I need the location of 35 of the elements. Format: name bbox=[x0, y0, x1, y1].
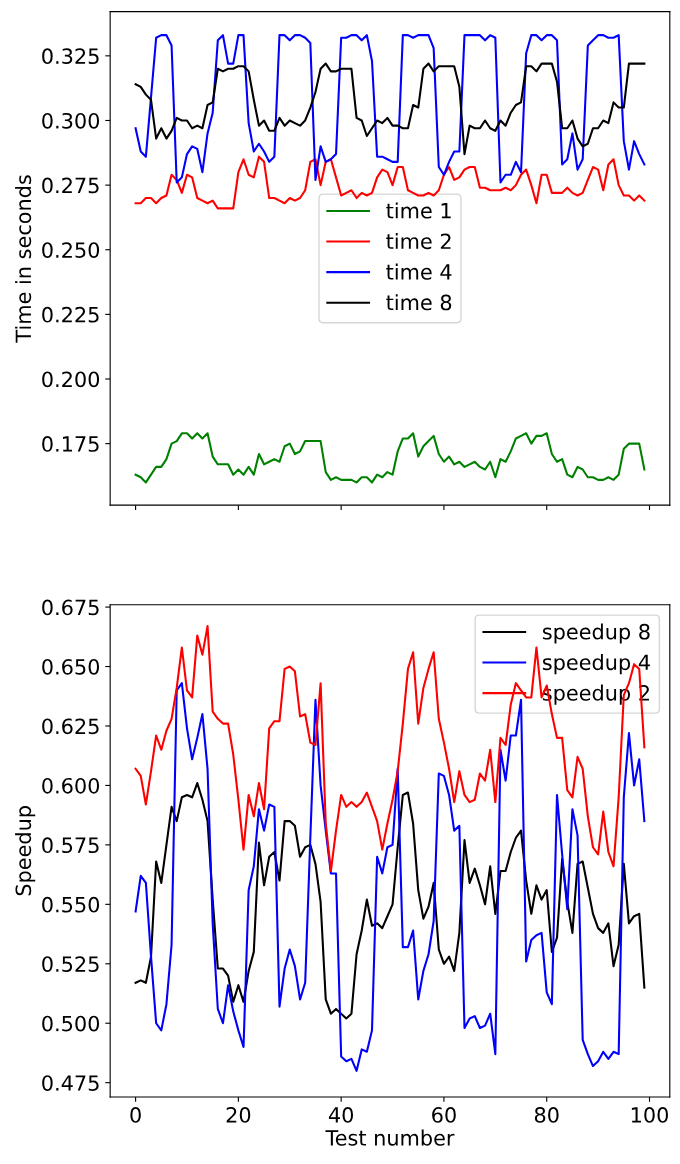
y-tick-label: 0.650 bbox=[42, 658, 100, 675]
y-tick-label: 0.675 bbox=[42, 599, 99, 616]
y-tick-label: 0.625 bbox=[42, 718, 99, 735]
x-tick-label: 40 bbox=[328, 1107, 354, 1123]
x-tick-label: 0 bbox=[130, 1107, 141, 1123]
legend-label: time 8 bbox=[386, 294, 452, 311]
y-axis-title: Speedup bbox=[15, 806, 36, 896]
y-tick-label: 0.600 bbox=[42, 777, 100, 794]
legend-label: time 1 bbox=[386, 202, 451, 219]
y-tick-label: 0.475 bbox=[42, 1075, 99, 1091]
x-tick-label: 60 bbox=[432, 1107, 456, 1123]
y-tick-label: 0.525 bbox=[42, 956, 99, 972]
legend-label: speedup 8 bbox=[542, 623, 650, 644]
y-tick-label: 0.250 bbox=[42, 242, 100, 258]
y-tick-label: 0.325 bbox=[42, 48, 99, 65]
x-tick-label: 100 bbox=[631, 1107, 668, 1123]
x-tick-label: 20 bbox=[226, 1107, 251, 1123]
y-tick-label: 0.200 bbox=[42, 371, 100, 388]
y-tick-label: 0.300 bbox=[42, 112, 100, 129]
y-tick-label: 0.175 bbox=[42, 436, 99, 452]
y-axis-title: Time in seconds bbox=[15, 175, 32, 343]
x-tick-label: 80 bbox=[534, 1107, 559, 1123]
line-series bbox=[134, 34, 646, 184]
legend-label: speedup 4 bbox=[542, 654, 650, 675]
y-tick-label: 0.275 bbox=[42, 177, 99, 194]
line-series bbox=[134, 432, 646, 484]
y-tick-label: 0.225 bbox=[42, 306, 99, 323]
line-series bbox=[134, 62, 646, 156]
line-series bbox=[134, 782, 646, 1020]
legend-label: time 4 bbox=[386, 263, 452, 280]
legend-label: time 2 bbox=[386, 233, 451, 250]
y-tick-label: 0.550 bbox=[42, 896, 100, 913]
x-axis-title: Test number bbox=[325, 1129, 455, 1146]
y-tick-label: 0.575 bbox=[42, 837, 99, 854]
y-tick-label: 0.500 bbox=[42, 1015, 100, 1032]
